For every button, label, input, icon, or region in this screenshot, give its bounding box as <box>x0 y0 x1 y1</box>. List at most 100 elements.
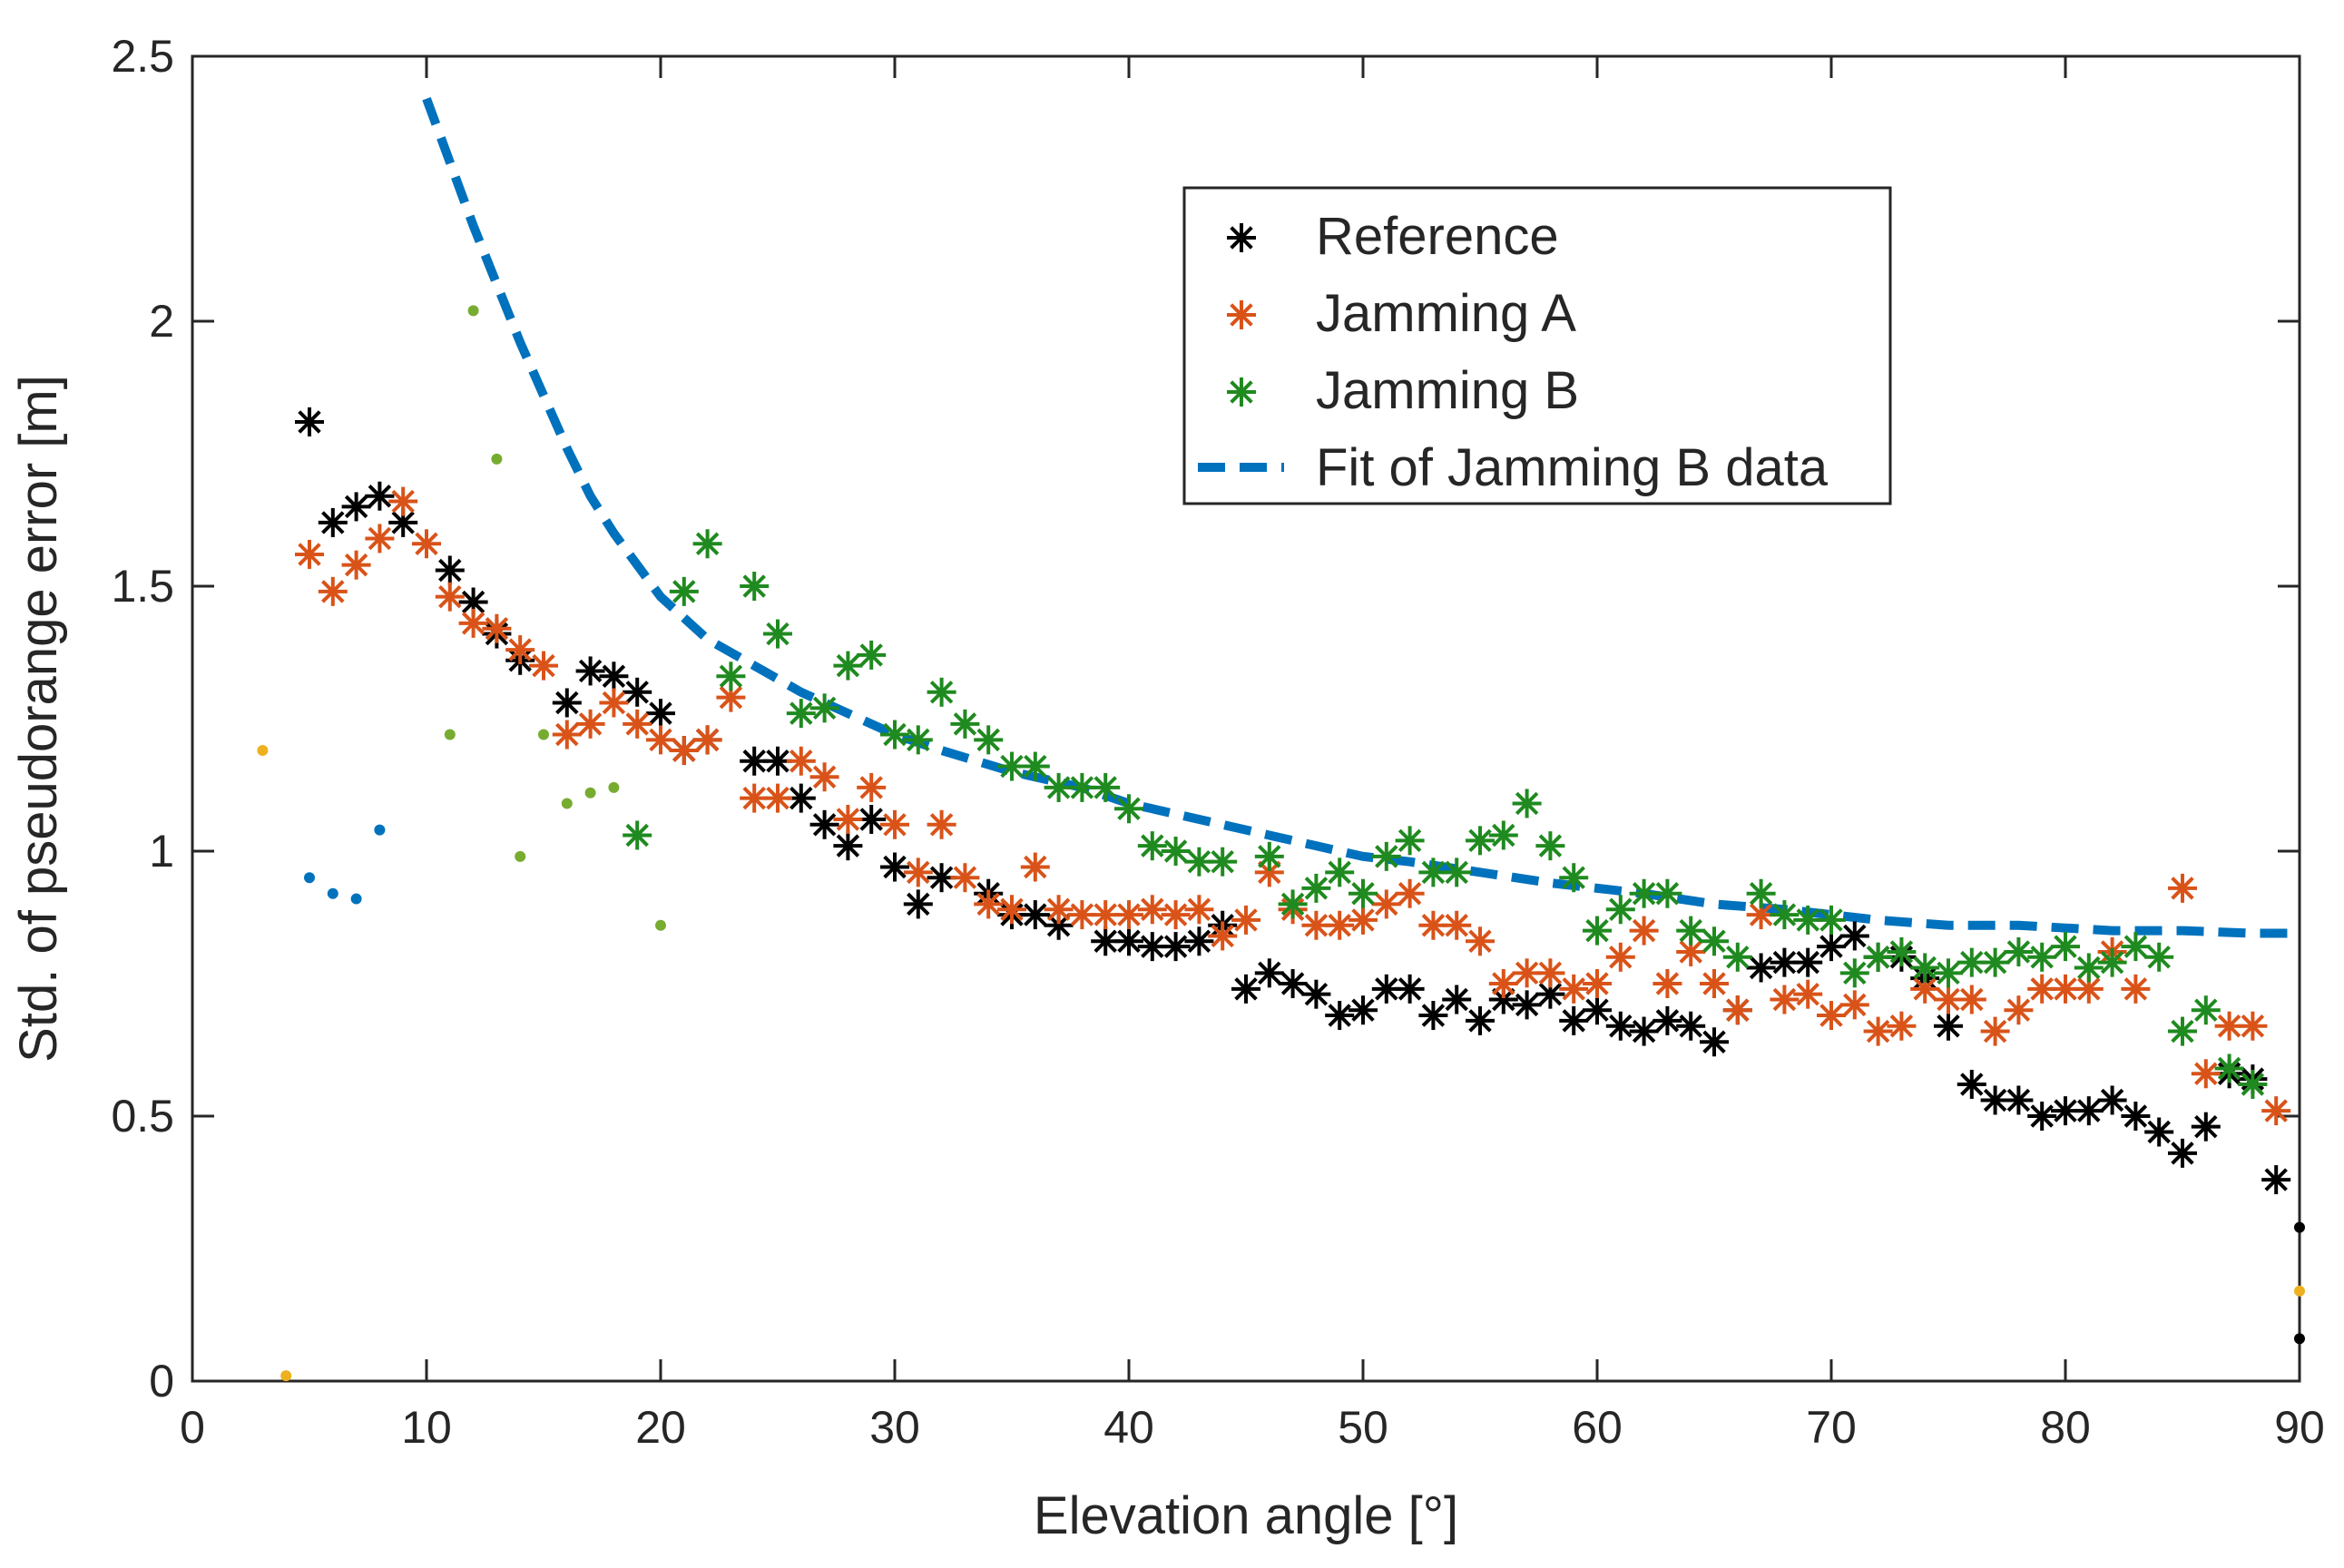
extra-dot <box>515 850 526 862</box>
jamming-b-point <box>2097 947 2127 977</box>
legend-label-jamming-a: Jamming A <box>1316 284 1576 343</box>
reference-point <box>1349 995 1378 1025</box>
reference-point <box>1934 1011 1963 1041</box>
jamming-a-point <box>318 576 348 606</box>
jamming-b-point <box>1629 878 1659 908</box>
jamming-b-point <box>1512 789 1542 818</box>
jamming-b-point <box>1700 926 1729 956</box>
extra-dot <box>491 453 503 465</box>
jamming-b-point <box>786 699 816 729</box>
jamming-b-point <box>1887 936 1917 966</box>
jamming-a-point <box>880 809 909 839</box>
y-axis: 0 0.5 1 1.5 2 2.5 <box>111 31 2300 1406</box>
jamming-b-point <box>2074 953 2104 983</box>
reference-point <box>1442 985 1472 1014</box>
jamming-b-point <box>692 529 722 559</box>
jamming-b-point <box>1442 858 1472 887</box>
y-tick-label: 0.5 <box>111 1091 174 1142</box>
jamming-a-point <box>295 539 324 569</box>
jamming-a-point <box>482 613 512 643</box>
x-tick-label: 20 <box>635 1402 686 1453</box>
jamming-b-point <box>1161 837 1191 866</box>
legend-box <box>1182 186 1892 505</box>
reference-point <box>1301 979 1331 1009</box>
reference-point <box>1137 932 1167 962</box>
reference-point <box>599 662 629 691</box>
extra-dot <box>444 729 456 740</box>
y-tick-label: 1.5 <box>111 561 174 612</box>
reference-point <box>1395 974 1425 1004</box>
jamming-a-point <box>1371 889 1401 919</box>
jamming-a-point <box>927 809 956 839</box>
jamming-b-point <box>623 820 652 850</box>
jamming-b-point <box>2214 1054 2244 1083</box>
jamming-a-point <box>458 608 488 638</box>
extra-dot <box>655 919 666 931</box>
legend-label-fit: Fit of Jamming B data <box>1316 438 1829 497</box>
extra-dot <box>2294 1333 2305 1345</box>
jamming-a-point <box>1395 878 1425 908</box>
jamming-b-point <box>1770 900 1800 930</box>
jamming-a-point <box>435 582 465 612</box>
jamming-b-series <box>623 529 2268 1099</box>
jamming-a-point <box>857 772 887 802</box>
jamming-a-point <box>1887 1011 1917 1041</box>
jamming-a-point <box>1770 985 1800 1014</box>
jamming-b-point <box>1137 831 1167 861</box>
y-tick-label: 1 <box>149 826 174 877</box>
jamming-a-point <box>529 651 558 681</box>
reference-point <box>318 507 348 537</box>
reference-point <box>1605 1011 1635 1041</box>
jamming-b-point <box>2168 1016 2197 1046</box>
jamming-b-point <box>1839 958 1869 988</box>
reference-point <box>1957 1069 1986 1099</box>
reference-point <box>435 555 465 585</box>
jamming-b-point <box>2051 932 2080 962</box>
reference-point <box>1559 1005 1589 1035</box>
reference-point <box>1418 1001 1448 1031</box>
extra-dot <box>584 787 596 799</box>
reference-point <box>2261 1165 2291 1195</box>
jamming-a-point <box>1676 936 1706 966</box>
jamming-b-point <box>740 572 770 601</box>
jamming-b-point <box>1722 942 1752 972</box>
jamming-b-point <box>1676 916 1706 946</box>
reference-point <box>1746 953 1776 983</box>
extra-dot <box>2294 1285 2305 1297</box>
reference-point <box>2144 1117 2174 1147</box>
jamming-a-point <box>1349 905 1378 935</box>
jamming-a-point <box>809 762 839 792</box>
reference-point <box>1278 969 1308 998</box>
jamming-a-point <box>1535 958 1565 988</box>
reference-point <box>2074 1096 2104 1126</box>
fit-line-layer <box>422 96 2300 938</box>
extra-dot <box>2294 1221 2305 1233</box>
jamming-a-point <box>1442 910 1472 940</box>
reference-point <box>575 656 605 686</box>
jamming-b-point <box>1301 873 1331 903</box>
x-tick-label: 30 <box>869 1402 920 1453</box>
reference-point <box>1793 947 1823 977</box>
jamming-b-point <box>857 640 887 670</box>
jamming-a-point <box>2121 974 2151 1004</box>
y-tick-label: 2.5 <box>111 31 174 82</box>
extra-dot <box>350 893 362 905</box>
extra-dot <box>280 1370 292 1382</box>
reference-point <box>1161 932 1191 962</box>
jamming-b-point <box>1254 841 1284 871</box>
jamming-b-point <box>1583 916 1612 946</box>
jamming-a-point <box>1559 974 1589 1004</box>
reference-point <box>1184 926 1214 956</box>
reference-point <box>1583 995 1612 1025</box>
jamming-a-point <box>646 725 675 755</box>
reference-point <box>2121 1102 2151 1131</box>
y-tick-label: 0 <box>149 1356 174 1406</box>
jamming-b-point <box>1980 947 2010 977</box>
jamming-a-point <box>341 550 371 580</box>
jamming-a-point <box>412 529 441 559</box>
jamming-a-point <box>1722 995 1752 1025</box>
legend-marker-jamming-b <box>1227 377 1256 407</box>
jamming-a-point <box>950 863 980 893</box>
reference-point <box>1839 921 1869 951</box>
jamming-b-point <box>833 651 863 681</box>
